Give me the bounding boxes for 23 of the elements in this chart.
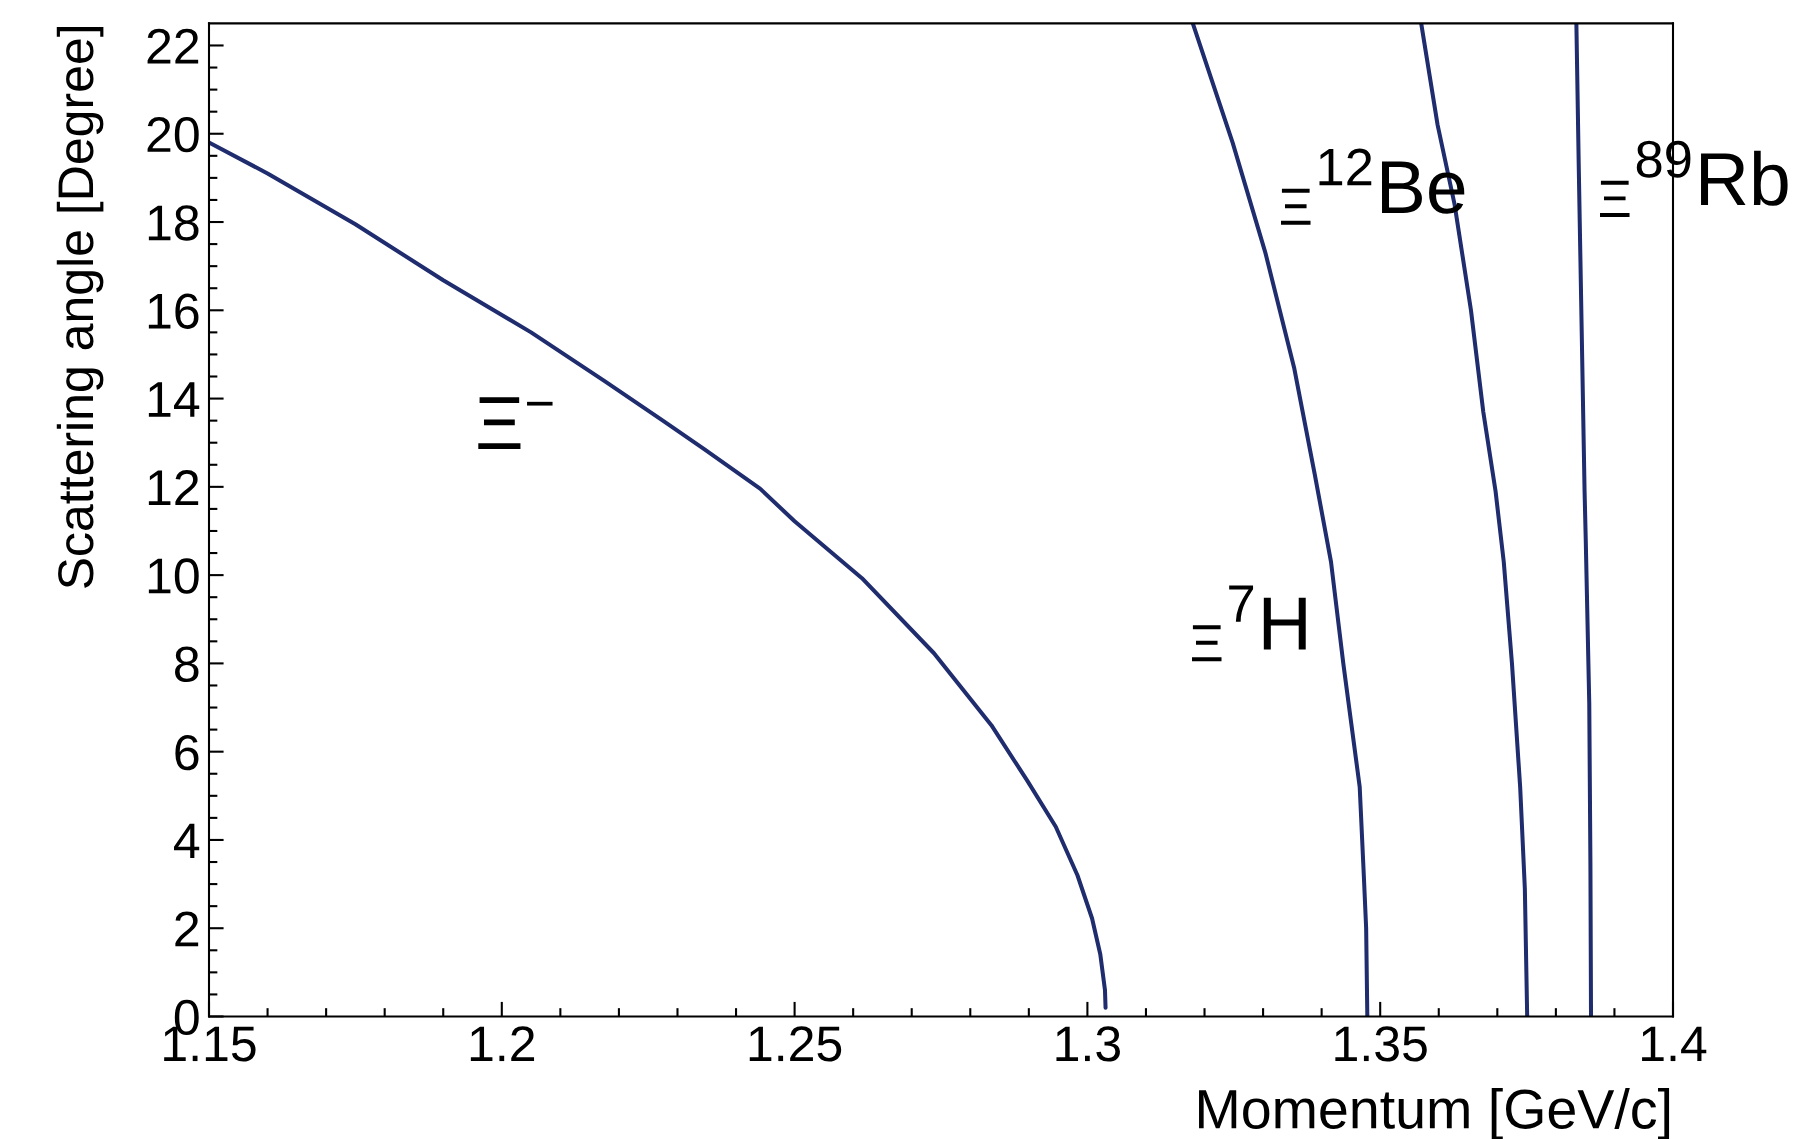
x-tick-label: 1.4 [1642,1026,1707,1062]
x-tick-label: 1.3 [1056,1026,1120,1062]
line-series [209,140,1108,1010]
y-tick-label: 16 [148,293,199,329]
y-tick-label: 22 [147,28,199,64]
x-tick-label: 1.2 [470,1026,535,1062]
y-tick-label: 2 [175,911,199,947]
x-tick-label: 1.25 [749,1026,842,1062]
y-tick-label: 12 [148,470,199,505]
x-axis-title: Momentum [GeV/c] [1199,1088,1670,1139]
y-tick-label: 4 [174,823,200,859]
y-tick-label: 14 [148,382,200,417]
x-tick-label: 1.35 [1335,1026,1427,1062]
y-tick-label: 8 [175,646,199,683]
y-tick-label: 10 [148,558,199,594]
line-series [1190,23,1370,1017]
y-tick-label: 20 [147,116,199,153]
annotation: $_{Ξ}$$^{7}$H [1192,585,1306,662]
y-tick-label: 6 [175,734,199,771]
y-axis-title: Scattering angle [Degree] [56,26,104,589]
annotation: Ξ$^{−}$ [478,397,553,449]
line-series [1574,23,1594,1017]
y-tick-label: 18 [148,205,199,241]
